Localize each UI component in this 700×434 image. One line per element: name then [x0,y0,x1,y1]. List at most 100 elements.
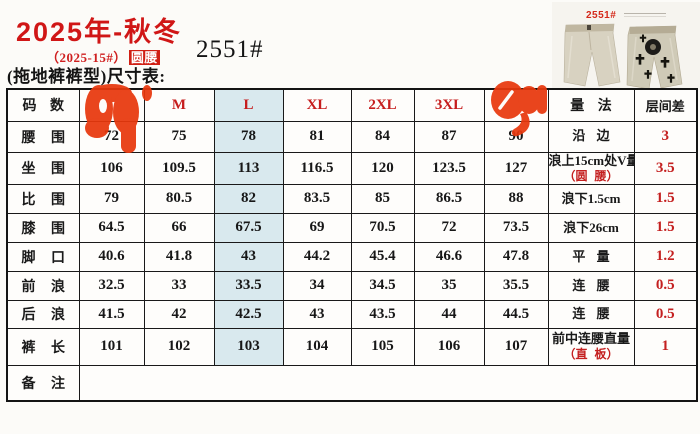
cell-value: 69 [282,212,352,243]
cell-diff: 1.5 [633,183,698,214]
cell-value: 66 [143,212,215,243]
cell-diff: 1.2 [633,241,698,272]
cell-value: 79 [78,183,145,214]
col-header-diff: 层间差 [633,88,698,122]
cell-value: 41.5 [78,299,145,329]
cell-value: 109.5 [143,151,215,185]
row-label: 腰 围 [6,120,80,153]
cell-value: 45.4 [350,241,415,272]
cell-method: 连 腰 [547,299,635,329]
cell-value: 34 [282,270,352,301]
cell-value: 80.5 [143,183,215,214]
table-row-thigh: 比 围 79 80.5 82 83.5 85 86.5 88 浪下1.5cm 1… [6,183,698,214]
col-header-2xl: 2XL [350,88,415,122]
cell-value: 41.8 [143,241,215,272]
cell-value: 82 [213,183,284,214]
table-row-seat: 坐 围 106 109.5 113 116.5 120 123.5 127 浪上… [6,151,698,185]
cell-value: 81 [282,120,352,153]
table-row-hem: 脚 口 40.6 41.8 43 44.2 45.4 46.6 47.8 平 量… [6,241,698,272]
cell-value: 106 [78,151,145,185]
product-photo: 2551# [552,2,700,90]
cell-value: 107 [483,327,549,366]
cell-diff: 3.5 [633,151,698,185]
cell-value: 78 [213,120,284,153]
cell-value: 123.5 [413,151,485,185]
cell-value: 33 [143,270,215,301]
cell-value: 44.2 [282,241,352,272]
cell-value: 75 [143,120,215,153]
cell-value: 47.8 [483,241,549,272]
table-header-row: 码 数 M L XL 2XL 3XL 量 法 层间差 [6,88,698,122]
cell-value: 116.5 [282,151,352,185]
table-caption: (拖地裤裤型)尺寸表: [7,67,166,86]
row-label: 膝 围 [6,212,80,243]
col-header-l: L [213,88,284,122]
cell-value: 85 [350,183,415,214]
cell-diff: 0.5 [633,270,698,301]
cell-value: 88 [483,183,549,214]
col-header-3xl: 3XL [413,88,485,122]
row-label: 脚 口 [6,241,80,272]
cell-method: 浪上15cm处V量 （圆 腰） [547,151,635,185]
table-row-waist: 腰 围 72 75 78 81 84 87 90 沿 边 3 [6,120,698,153]
cell-value: 67.5 [213,212,284,243]
cell-method: 连 腰 [547,270,635,301]
cell-value: 42 [143,299,215,329]
notes-cell [78,364,698,402]
cell-diff: 1 [633,327,698,366]
cell-value: 87 [413,120,485,153]
cell-method: 平 量 [547,241,635,272]
model-number: 2551# [196,36,264,63]
table-row-length: 裤 长 101 102 103 104 105 106 107 前中连腰直量 （直… [6,327,698,366]
cell-value: 73.5 [483,212,549,243]
cell-method: 沿 边 [547,120,635,153]
cell-value: 33.5 [213,270,284,301]
cell-value: 34.5 [350,270,415,301]
cell-value: 72 [78,120,145,153]
row-label: 坐 围 [6,151,80,185]
row-label: 后 浪 [6,299,80,329]
table-row-front-rise: 前 浪 32.5 33 33.5 34 34.5 35 35.5 连 腰 0.5 [6,270,698,301]
style-code-line: （2025-15#） 圆腰 [46,47,160,66]
cell-value: 40.6 [78,241,145,272]
cell-value: 127 [483,151,549,185]
fine-print-text [624,13,666,19]
table-row-back-rise: 后 浪 41.5 42 42.5 43 43.5 44 44.5 连 腰 0.5 [6,299,698,329]
waist-type-tag: 圆腰 [128,50,160,65]
cell-value: 64.5 [78,212,145,243]
cell-value: 42.5 [213,299,284,329]
cell-value: 86.5 [413,183,485,214]
cell-value: 70.5 [350,212,415,243]
cell-method: 浪下26cm [547,212,635,243]
cell-value: 35.5 [483,270,549,301]
col-header-4xl-hidden [483,88,549,122]
cell-value: 105 [350,327,415,366]
cell-value: 103 [213,327,284,366]
cell-value: 101 [78,327,145,366]
cell-value: 84 [350,120,415,153]
table-row-notes: 备 注 [6,364,698,402]
col-header-method: 量 法 [547,88,635,122]
cell-value: 104 [282,327,352,366]
row-label-notes: 备 注 [6,364,80,402]
cell-value: 90 [483,120,549,153]
product-model-label: 2551# [586,10,617,21]
row-label: 裤 长 [6,327,80,366]
cell-method: 浪下1.5cm [547,183,635,214]
cell-value: 44 [413,299,485,329]
cell-value: 83.5 [282,183,352,214]
cell-method: 前中连腰直量 （直 板） [547,327,635,366]
cell-value: 43 [213,241,284,272]
cell-value: 35 [413,270,485,301]
cell-value: 113 [213,151,284,185]
col-header-s-hidden [78,88,145,122]
cell-value: 72 [413,212,485,243]
cell-diff: 0.5 [633,299,698,329]
cell-diff: 1.5 [633,212,698,243]
cell-value: 32.5 [78,270,145,301]
cell-value: 44.5 [483,299,549,329]
col-header-size: 码 数 [6,88,80,122]
cell-value: 120 [350,151,415,185]
season-title: 2025年-秋冬 [16,17,183,47]
